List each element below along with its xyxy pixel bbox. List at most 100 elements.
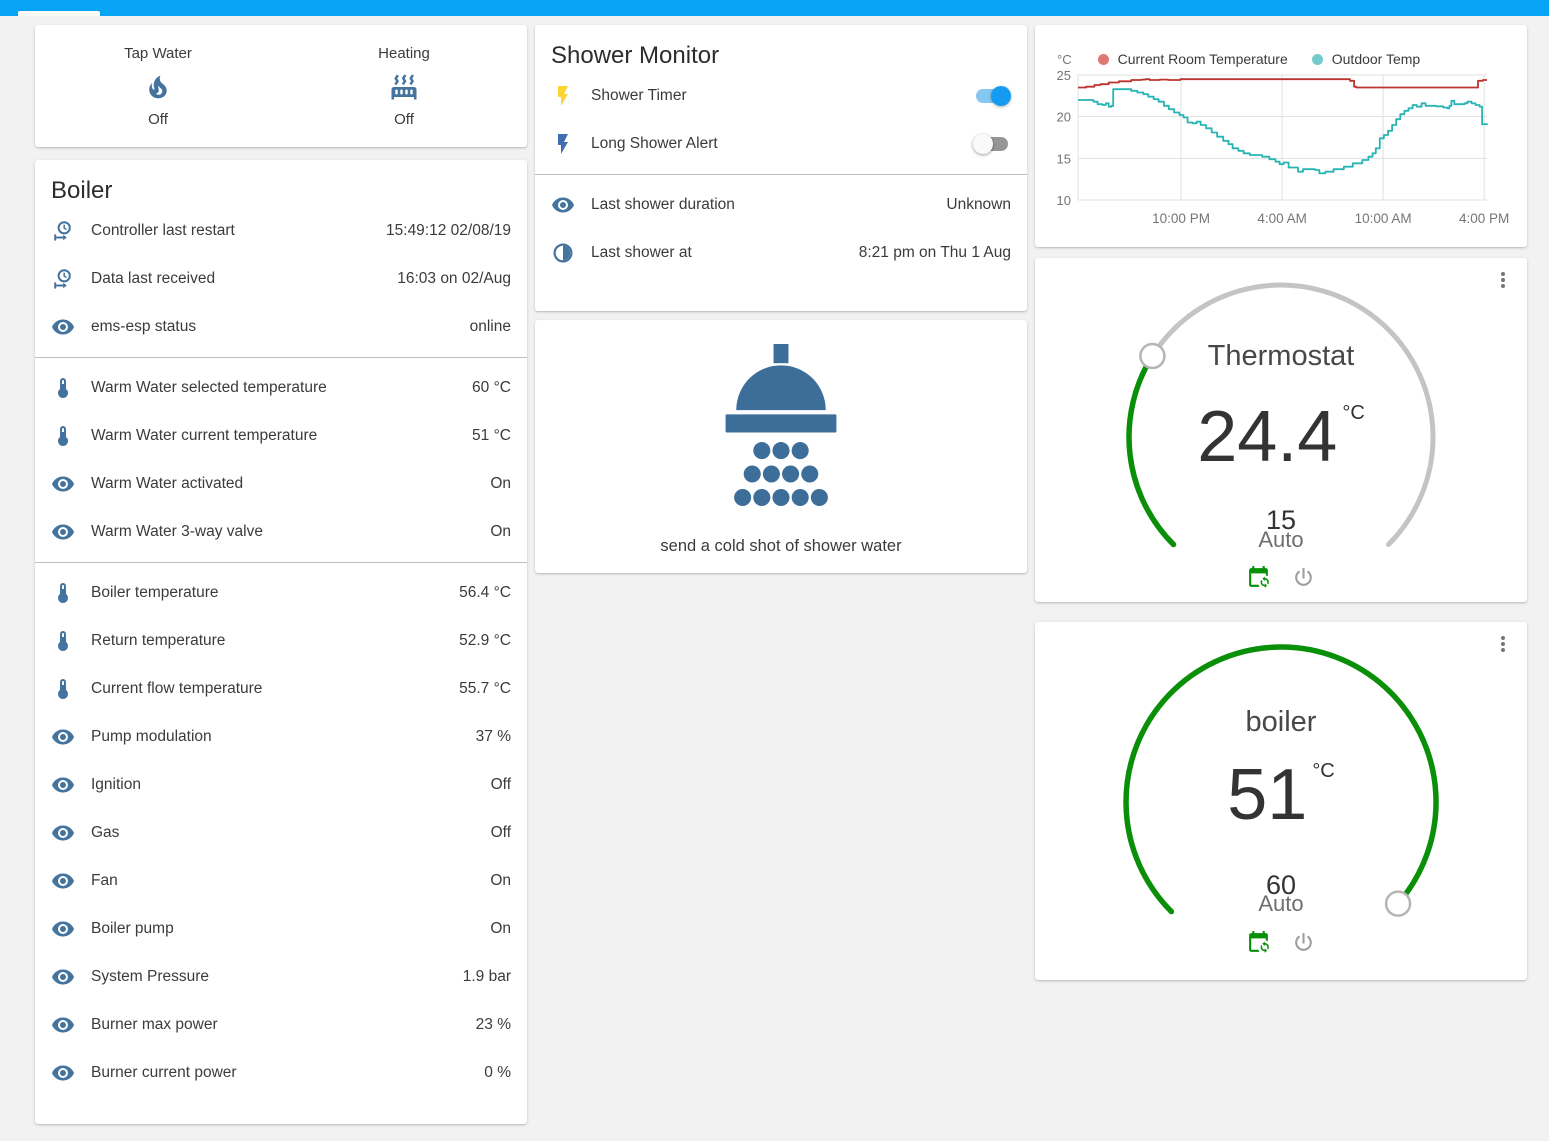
entity-row[interactable]: Ignition Off xyxy=(35,761,527,809)
calendar-sync-icon[interactable] xyxy=(1246,930,1271,955)
legend-dot xyxy=(1097,53,1109,65)
legend-item[interactable]: Current Room Temperature xyxy=(1097,51,1288,67)
legend-item[interactable]: Outdoor Temp xyxy=(1311,51,1421,67)
svg-text:10:00 PM: 10:00 PM xyxy=(1152,211,1210,226)
entity-label: Return temperature xyxy=(91,632,226,649)
thermometer-icon xyxy=(51,629,75,653)
entity-label: Long Shower Alert xyxy=(591,135,718,152)
entity-row[interactable]: Boiler temperature 56.4 °C xyxy=(35,569,527,617)
entity-row[interactable]: Current flow temperature 55.7 °C xyxy=(35,665,527,713)
entity-row[interactable]: ems-esp status online xyxy=(35,303,527,351)
entity-label: Fan xyxy=(91,872,118,889)
fire-icon xyxy=(143,72,173,102)
entity-value: 16:03 on 02/Aug xyxy=(397,270,511,287)
entity-row[interactable]: Fan On xyxy=(35,857,527,905)
divider xyxy=(35,357,527,358)
glance-item-name: Tap Water xyxy=(124,44,192,62)
eye-icon xyxy=(51,773,75,797)
entity-row[interactable]: Warm Water activated On xyxy=(35,460,527,508)
power-icon[interactable] xyxy=(1291,565,1316,590)
gauge-actions xyxy=(1035,930,1527,955)
shower-monitor-toggles: Shower Timer Long Shower Alert xyxy=(535,64,1027,168)
entity-row[interactable]: Warm Water current temperature 51 °C xyxy=(35,412,527,460)
entity-value: 60 °C xyxy=(472,379,511,396)
card-title-boiler: Boiler xyxy=(51,177,113,204)
entity-value: Off xyxy=(490,824,511,841)
entity-label: Controller last restart xyxy=(91,222,235,239)
glance-item-state: Off xyxy=(394,110,414,128)
flash-icon xyxy=(551,84,575,108)
entity-label: Warm Water selected temperature xyxy=(91,379,327,396)
entity-row[interactable]: Boiler pump On xyxy=(35,905,527,953)
glance-item[interactable]: Tap Water Off xyxy=(35,25,281,147)
boiler-rows: Controller last restart 15:49:12 02/08/1… xyxy=(35,199,527,1097)
svg-text:15: 15 xyxy=(1057,151,1071,166)
eye-icon xyxy=(551,193,575,217)
entity-value: Off xyxy=(490,776,511,793)
legend-dot xyxy=(1311,53,1323,65)
legend-items: Current Room Temperature Outdoor Temp xyxy=(1097,51,1445,67)
entity-row[interactable]: Controller last restart 15:49:12 02/08/1… xyxy=(35,207,527,255)
entity-label: Burner current power xyxy=(91,1064,237,1081)
entity-row[interactable]: Return temperature 52.9 °C xyxy=(35,617,527,665)
toggle-switch[interactable] xyxy=(973,84,1011,108)
legend-label: Outdoor Temp xyxy=(1331,51,1421,67)
eye-icon xyxy=(51,1013,75,1037)
entity-row[interactable]: Pump modulation 37 % xyxy=(35,713,527,761)
entity-label: ems-esp status xyxy=(91,318,197,335)
divider xyxy=(535,174,1027,175)
eye-icon xyxy=(51,917,75,941)
dots-vertical-icon[interactable] xyxy=(1491,268,1515,292)
entity-label: Pump modulation xyxy=(91,728,212,745)
entity-value: 15:49:12 02/08/19 xyxy=(386,222,511,239)
entity-row[interactable]: System Pressure 1.9 bar xyxy=(35,953,527,1001)
clock-half-icon xyxy=(551,241,575,265)
boiler-dial[interactable] xyxy=(1035,622,1527,980)
entity-value: 52.9 °C xyxy=(459,632,511,649)
calendar-sync-icon[interactable] xyxy=(1246,565,1271,590)
entity-row[interactable]: Last shower duration Unknown xyxy=(535,181,1027,229)
entity-label: Warm Water current temperature xyxy=(91,427,318,444)
svg-text:20: 20 xyxy=(1057,110,1071,125)
toggle-knob xyxy=(973,134,993,154)
entity-value: On xyxy=(490,475,511,492)
thermometer-icon xyxy=(51,376,75,400)
active-tab-indicator[interactable] xyxy=(18,11,100,16)
svg-text:10: 10 xyxy=(1057,193,1071,208)
shower-action-card[interactable]: send a cold shot of shower water xyxy=(535,320,1027,573)
shower-head-icon xyxy=(717,344,845,506)
eye-icon xyxy=(51,869,75,893)
toggle-switch[interactable] xyxy=(973,132,1011,156)
entity-label: Warm Water activated xyxy=(91,475,244,492)
thermometer-icon xyxy=(51,581,75,605)
thermostat-card: Thermostat 24.4 °C 15 Auto xyxy=(1035,258,1527,602)
entity-row[interactable]: Last shower at 8:21 pm on Thu 1 Aug xyxy=(535,229,1027,277)
entity-value: On xyxy=(490,523,511,540)
gauge-actions xyxy=(1035,565,1527,590)
entity-row[interactable]: Burner max power 23 % xyxy=(35,1001,527,1049)
clock-start-icon xyxy=(51,219,75,243)
history-line-chart[interactable]: 25 20 15 10 10:00 PM 4:00 AM 10:00 AM 4:00 PM xyxy=(1035,25,1527,247)
thermostat-dial[interactable] xyxy=(1035,258,1527,602)
glance-item[interactable]: Heating Off xyxy=(281,25,527,147)
svg-text:4:00 PM: 4:00 PM xyxy=(1459,211,1509,226)
svg-text:10:00 AM: 10:00 AM xyxy=(1355,211,1412,226)
entity-label: Gas xyxy=(91,824,120,841)
eye-icon xyxy=(51,315,75,339)
glance-item-name: Heating xyxy=(378,44,430,62)
entity-row[interactable]: Warm Water 3-way valve On xyxy=(35,508,527,556)
entity-row[interactable]: Warm Water selected temperature 60 °C xyxy=(35,364,527,412)
shower-action-caption: send a cold shot of shower water xyxy=(660,537,902,555)
entity-row[interactable]: Gas Off xyxy=(35,809,527,857)
clock-start-icon xyxy=(51,267,75,291)
dots-vertical-icon[interactable] xyxy=(1491,632,1515,656)
entity-value: 56.4 °C xyxy=(459,584,511,601)
entity-value: Unknown xyxy=(946,196,1011,213)
entity-row[interactable]: Data last received 16:03 on 02/Aug xyxy=(35,255,527,303)
entity-label: Last shower duration xyxy=(591,196,735,213)
power-icon[interactable] xyxy=(1291,930,1316,955)
legend-label: Current Room Temperature xyxy=(1117,51,1288,67)
entity-row[interactable]: Burner current power 0 % xyxy=(35,1049,527,1097)
column-left: Tap Water Off Heating Off Boiler Control… xyxy=(35,25,527,1124)
entity-value: 51 °C xyxy=(472,427,511,444)
